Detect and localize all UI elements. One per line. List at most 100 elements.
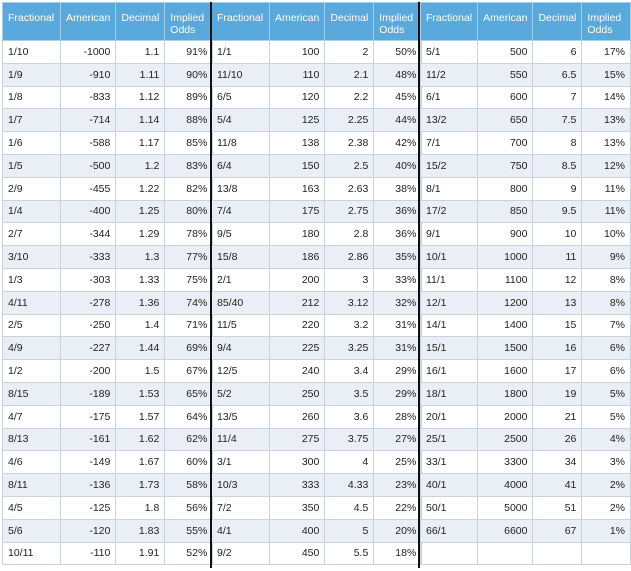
table-cell: 65% [164,381,214,406]
odds-row: 1/3 -303 1.33 75% [2,267,214,292]
table-cell: 1/10 [2,40,61,64]
table-cell: 85/40 [211,290,270,315]
table-cell: 13/5 [211,404,270,429]
table-cell: 250 [268,381,326,406]
odds-panel: Fractional American Decimal Implied Odds 5/1… [419,2,631,566]
table-cell: 11 [532,245,583,269]
table-cell: 19 [532,381,583,406]
table-cell: -455 [59,176,117,201]
table-cell: 3.5 [324,381,375,406]
table-cell: 33% [373,267,423,292]
table-cell: 6% [581,336,631,361]
table-cell: 1200 [477,290,534,315]
table-cell: 1.57 [115,404,166,429]
table-cell: 16/1 [419,359,479,383]
table-cell: 82% [164,176,214,201]
table-cell: 200 [268,267,326,292]
table-cell: 2/5 [2,313,61,338]
table-cell: 1/9 [2,62,61,87]
table-cell: 21 [532,404,583,429]
table-cell: 64% [164,404,214,429]
odds-row: 3/1 300 4 25% [211,450,423,475]
odds-panel: Fractional American Decimal Implied Odds 1/1… [2,2,214,566]
table-cell: -400 [59,199,117,224]
table-cell: 11/4 [211,427,270,452]
table-cell: -227 [59,336,117,361]
table-cell: 8.5 [532,153,583,178]
table-cell: 3 [324,267,375,292]
table-cell: 42% [373,131,423,155]
table-cell: -910 [59,62,117,87]
odds-row: 2/1 200 3 33% [211,267,423,292]
table-cell: 11/5 [211,313,270,338]
table-cell: 6% [581,359,631,383]
table-cell: 400 [268,518,326,543]
odds-row: 40/1 4000 41 2% [419,473,631,497]
table-cell: 17% [581,40,631,64]
table-cell: 1.8 [115,495,166,520]
table-cell: 2.63 [324,176,375,201]
table-cell: 83% [164,153,214,178]
table-cell: 20/1 [419,404,479,429]
table-cell: 7/2 [211,495,270,520]
table-cell: 75% [164,267,214,292]
column-header: Implied Odds [373,2,423,41]
table-cell: 15/8 [211,245,270,269]
table-cell: 4/9 [2,336,61,361]
column-header: Fractional [419,2,479,41]
odds-row: 1/4 -400 1.25 80% [2,199,214,224]
table-cell: 14/1 [419,313,479,338]
table-cell: 6600 [477,518,534,543]
table-cell: 1500 [477,336,534,361]
odds-row: 11/1 1100 12 8% [419,267,631,292]
odds-row: 18/1 1800 19 5% [419,381,631,406]
odds-row: 1/6 -588 1.17 85% [2,131,214,155]
table-cell: 13/2 [419,108,479,133]
table-cell: 1.36 [115,290,166,315]
table-cell: 16 [532,336,583,361]
table-cell: 3.4 [324,359,375,383]
empty-cell [419,541,479,566]
odds-row: 8/1 800 9 11% [419,176,631,201]
table-cell: 5/4 [211,108,270,133]
table-cell: 4 [324,450,375,475]
table-cell: 7 [532,85,583,110]
table-cell: 1.1 [115,40,166,64]
table-cell: 4% [581,427,631,452]
table-cell: 32% [373,290,423,315]
table-cell: 260 [268,404,326,429]
table-cell: 1/2 [2,359,61,383]
table-cell: 10/3 [211,473,270,497]
table-cell: 10/11 [2,541,61,566]
odds-row: 6/5 120 2.2 45% [211,85,423,110]
table-cell: 56% [164,495,214,520]
table-cell: 15/1 [419,336,479,361]
odds-row: 20/1 2000 21 5% [419,404,631,429]
table-cell: 7/4 [211,199,270,224]
odds-row: 7/2 350 4.5 22% [211,495,423,520]
table-cell: 71% [164,313,214,338]
table-cell: 500 [477,40,534,64]
table-cell: 85% [164,131,214,155]
table-cell: 6 [532,40,583,64]
odds-row: 8/11 -136 1.73 58% [2,473,214,497]
odds-row: 5/2 250 3.5 29% [211,381,423,406]
table-cell: 4/5 [2,495,61,520]
table-cell: 62% [164,427,214,452]
table-cell: 300 [268,450,326,475]
table-cell: 44% [373,108,423,133]
table-cell: 41 [532,473,583,497]
table-cell: 45% [373,85,423,110]
table-cell: 5000 [477,495,534,520]
column-header: American [59,2,117,41]
table-cell: 5/2 [211,381,270,406]
table-cell: 2.86 [324,245,375,269]
column-header: Fractional [2,2,61,41]
odds-row: 11/2 550 6.5 15% [419,62,631,87]
table-cell: -278 [59,290,117,315]
table-cell: 15 [532,313,583,338]
table-cell: 89% [164,85,214,110]
table-cell: 8% [581,290,631,315]
table-cell: 2% [581,495,631,520]
table-cell: 2.8 [324,222,375,247]
